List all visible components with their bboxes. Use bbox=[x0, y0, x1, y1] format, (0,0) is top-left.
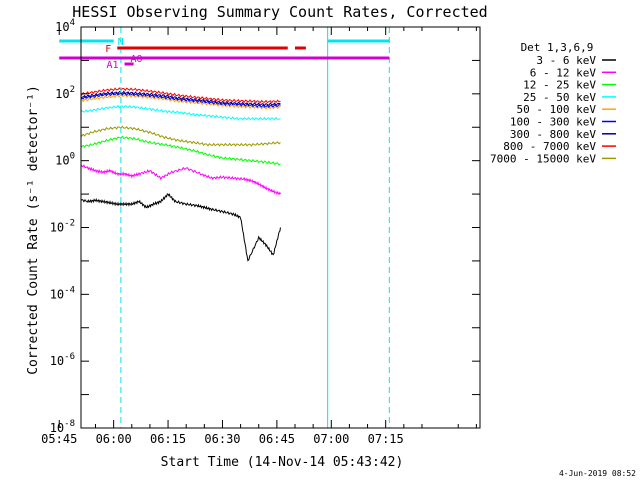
flag-label-2: AO bbox=[131, 54, 143, 65]
x-tick-label-5: 07:00 bbox=[313, 432, 349, 446]
y-tick-exponent: 4 bbox=[70, 18, 75, 28]
y-tick-exponent: 0 bbox=[70, 152, 75, 162]
y-tick-exponent: -6 bbox=[64, 352, 75, 362]
y-tick-label-0: 104 bbox=[55, 18, 75, 34]
x-tick-label-0: 05:45 bbox=[41, 432, 77, 446]
legend-label-2: 12 - 25 keV bbox=[523, 79, 596, 92]
series-line-6 bbox=[81, 90, 281, 107]
x-axis-label: Start Time (14-Nov-14 05:43:42) bbox=[161, 455, 404, 470]
series-line-2 bbox=[81, 135, 281, 166]
x-tick-label-1: 06:00 bbox=[96, 432, 132, 446]
footer-date: 4-Jun-2019 08:52 bbox=[559, 469, 636, 478]
flag-label-0: N bbox=[118, 37, 124, 48]
plot-layer bbox=[81, 27, 390, 428]
legend-label-5: 100 - 300 keV bbox=[510, 116, 596, 129]
y-tick-exponent: -2 bbox=[64, 219, 75, 229]
x-tick-label-2: 06:15 bbox=[150, 432, 186, 446]
y-tick-label-5: 10-6 bbox=[50, 352, 75, 368]
y-tick-base: 10 bbox=[50, 287, 64, 301]
series-line-5 bbox=[81, 92, 281, 109]
x-tick-label-3: 06:30 bbox=[204, 432, 240, 446]
y-tick-base: 10 bbox=[50, 421, 64, 435]
series-line-7 bbox=[81, 87, 281, 104]
axes-layer: 05:45 06:00 06:15 06:30 06:45 07:00 07:1510410… bbox=[41, 18, 481, 446]
series-line-1 bbox=[81, 163, 281, 196]
y-axis-label: Corrected Count Rate (s⁻¹ detector⁻¹) bbox=[26, 85, 41, 375]
legend-title: Det 1,3,6,9 bbox=[521, 41, 594, 54]
legend-label-3: 25 - 50 keV bbox=[523, 91, 596, 104]
y-tick-base: 10 bbox=[55, 154, 69, 168]
y-tick-label-1: 102 bbox=[55, 85, 75, 101]
x-tick-label-6: 07:15 bbox=[368, 432, 404, 446]
y-tick-label-6: 10-8 bbox=[50, 419, 75, 435]
y-tick-base: 10 bbox=[50, 354, 64, 368]
flag-label-3: A1 bbox=[107, 60, 119, 71]
legend-label-6: 300 - 800 keV bbox=[510, 128, 596, 141]
legend-label-4: 50 - 100 keV bbox=[517, 103, 597, 116]
flags-layer: NF AO A1 bbox=[59, 37, 390, 71]
y-tick-base: 10 bbox=[55, 87, 69, 101]
y-tick-exponent: 2 bbox=[70, 85, 75, 95]
series-line-4 bbox=[81, 93, 281, 110]
y-tick-label-3: 10-2 bbox=[50, 219, 75, 235]
legend-label-8: 7000 - 15000 keV bbox=[490, 152, 596, 165]
y-tick-base: 10 bbox=[50, 221, 64, 235]
legend-label-7: 800 - 7000 keV bbox=[503, 140, 596, 153]
y-tick-label-2: 100 bbox=[55, 152, 75, 168]
series-line-3 bbox=[81, 104, 281, 121]
chart-title: HESSI Observing Summary Count Rates, Cor… bbox=[72, 3, 487, 21]
y-tick-base: 10 bbox=[55, 20, 69, 34]
x-tick-label-4: 06:45 bbox=[259, 432, 295, 446]
flag-label-1: F bbox=[105, 44, 111, 55]
series-line-8 bbox=[81, 125, 281, 147]
series-line-0 bbox=[81, 193, 281, 262]
y-tick-exponent: -8 bbox=[64, 419, 75, 429]
legend-label-0: 3 - 6 keV bbox=[536, 54, 596, 67]
legend-label-1: 6 - 12 keV bbox=[530, 66, 597, 79]
y-tick-exponent: -4 bbox=[64, 285, 75, 295]
y-tick-label-4: 10-4 bbox=[50, 285, 75, 301]
